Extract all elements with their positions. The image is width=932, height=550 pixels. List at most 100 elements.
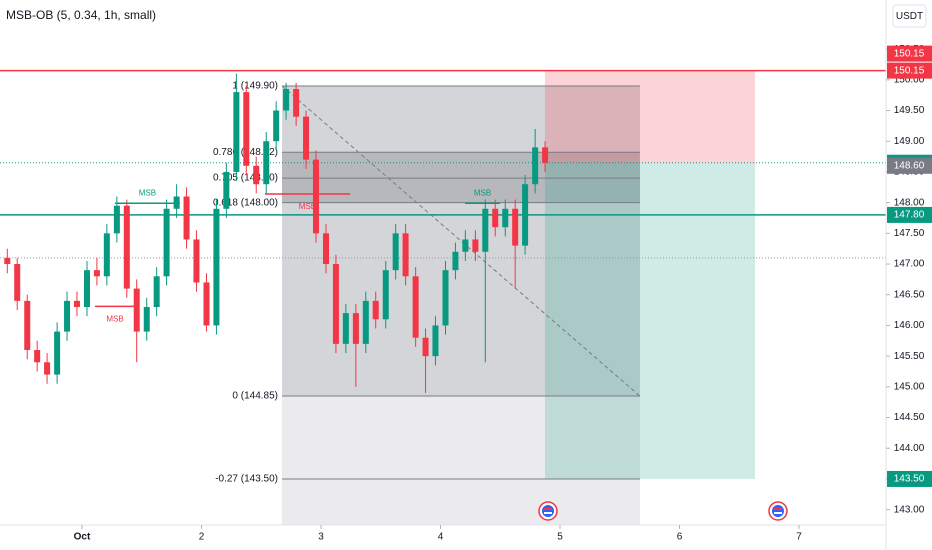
candle-body [283, 89, 290, 111]
candle-body [24, 300, 31, 350]
candle-body [163, 208, 170, 277]
candle-body [133, 288, 140, 332]
candle-body [34, 350, 41, 363]
msb-label: MSB [139, 188, 156, 197]
candle-body [442, 270, 449, 326]
y-tick-label: 147.50 [894, 228, 925, 239]
candle-body [492, 208, 499, 228]
fib-label: 0.618 (148.00) [213, 197, 278, 208]
candle-body [143, 307, 150, 332]
price-label: 148.60 [894, 160, 925, 171]
fib-label: 1 (149.90) [232, 81, 278, 92]
fib-label: -0.27 (143.50) [215, 474, 278, 485]
candle-body [462, 239, 469, 252]
target-zone [544, 162, 756, 479]
candle-body [263, 141, 270, 185]
x-tick-label: 4 [438, 532, 444, 543]
candle-body [372, 300, 379, 320]
candle-body [183, 196, 190, 240]
fib-trend [281, 85, 641, 397]
candle-body [83, 270, 90, 308]
candle-body [123, 205, 130, 289]
price-label: 147.80 [894, 210, 925, 221]
candle-body [303, 116, 310, 160]
y-tick-label: 146.00 [894, 320, 925, 331]
y-tick-label: 145.50 [894, 351, 925, 362]
x-tick-label: 5 [557, 532, 563, 543]
candle-body [233, 92, 240, 172]
fib-label: 0.705 (148.40) [213, 173, 278, 184]
y-tick-label: 144.50 [894, 412, 925, 423]
candle-body [452, 251, 459, 271]
candle-body [362, 300, 369, 344]
price-label-box [887, 470, 932, 487]
y-tick-label: 148.00 [894, 197, 925, 208]
x-tick-label: 7 [796, 532, 802, 543]
event-icon[interactable] [768, 501, 788, 521]
currency: USDT [896, 11, 923, 22]
candle-body [342, 313, 349, 344]
event-icon[interactable] [538, 501, 558, 521]
candle-body [223, 171, 230, 209]
fib-label: 0 (144.85) [232, 391, 278, 402]
candle-body [203, 282, 210, 326]
y-tick-label: 149.50 [894, 105, 925, 116]
y-tick-label: 146.50 [894, 289, 925, 300]
candle-body [44, 362, 51, 375]
x-tick-label: 2 [199, 532, 205, 543]
candle-body [312, 159, 319, 234]
candle-body [113, 205, 120, 234]
price-label-box [887, 62, 932, 79]
currency-box[interactable] [892, 4, 927, 28]
candle-body [432, 325, 439, 357]
price-label-box [887, 157, 932, 174]
price-label-box [887, 206, 932, 223]
candle-body [73, 300, 80, 308]
candle-body [542, 147, 549, 163]
candle-body [332, 264, 339, 344]
x-tick-label: Oct [74, 532, 91, 543]
price-label: 143.50 [894, 474, 925, 485]
y-tick-label: 147.00 [894, 259, 925, 270]
plot: 1 (149.90)0.786 (148.82)0.705 (148.40)0.… [0, 69, 886, 525]
candle-body [54, 331, 61, 375]
candle-body [243, 92, 250, 166]
msb-label: MSB [106, 315, 123, 324]
y-tick-label: 150.00 [894, 74, 925, 85]
candle-body [64, 300, 71, 332]
candle-body [392, 233, 399, 271]
candle-body [293, 89, 300, 117]
x-tick-label: 6 [677, 532, 683, 543]
candle-body [502, 208, 509, 228]
candle-body [93, 270, 100, 277]
candle-body [382, 270, 389, 320]
candle-body [213, 208, 220, 326]
candle-body [193, 239, 200, 283]
candle-body [14, 264, 21, 301]
candle-body [512, 208, 519, 246]
stop-zone [544, 70, 756, 163]
candle-body [4, 257, 11, 265]
candle-body [412, 276, 419, 338]
candle-body [532, 147, 539, 185]
candle-body [482, 208, 489, 252]
msb-label: MSB [474, 188, 491, 197]
candle-body [103, 233, 110, 277]
fib-zone [282, 396, 640, 525]
price-label: 150.15 [894, 65, 925, 76]
price-label-box [887, 45, 932, 62]
price-label: 150.15 [894, 48, 925, 59]
y-tick-label: 143.00 [894, 504, 925, 515]
candle-body [402, 233, 409, 277]
y-tick-label: 149.00 [894, 136, 925, 147]
msb-label: MSB [299, 202, 316, 211]
candle-body [522, 184, 529, 246]
y-tick-label: 144.00 [894, 443, 925, 454]
y-tick-label: 145.00 [894, 381, 925, 392]
candle-body [472, 239, 479, 252]
candle-body [253, 165, 260, 185]
candle-body [273, 110, 280, 142]
